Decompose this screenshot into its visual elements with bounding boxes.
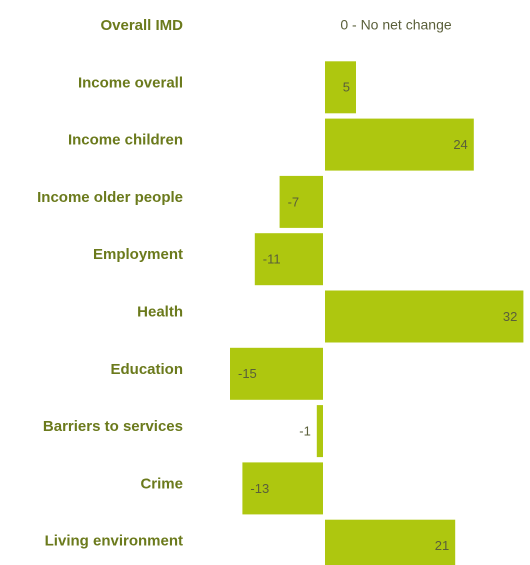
data-label: 32 — [503, 309, 517, 324]
category-label: Health — [137, 303, 183, 320]
category-label: Barriers to services — [43, 418, 183, 435]
data-label: -15 — [238, 366, 257, 381]
data-label: 0 - No net change — [340, 17, 452, 33]
category-label: Crime — [140, 475, 183, 492]
data-label: 24 — [453, 137, 467, 152]
bar — [325, 61, 356, 114]
bar — [325, 290, 524, 343]
data-label: -1 — [299, 424, 311, 439]
category-label: Overall IMD — [100, 17, 183, 34]
bar — [279, 175, 323, 228]
category-label: Income older people — [37, 189, 183, 206]
bar — [242, 462, 323, 515]
data-label: -11 — [263, 252, 281, 267]
bar — [325, 118, 474, 171]
category-label: Employment — [93, 246, 183, 263]
bar — [316, 405, 323, 458]
category-label: Education — [110, 361, 183, 378]
category-label: Income overall — [78, 74, 183, 91]
bar — [325, 519, 456, 565]
category-label: Income children — [68, 132, 183, 149]
data-label: -7 — [288, 194, 300, 209]
data-label: 21 — [435, 538, 449, 553]
bar — [254, 233, 323, 286]
bar — [230, 347, 323, 400]
data-label: -13 — [250, 481, 269, 496]
category-label: Living environment — [45, 533, 183, 550]
data-label: 5 — [343, 80, 350, 95]
